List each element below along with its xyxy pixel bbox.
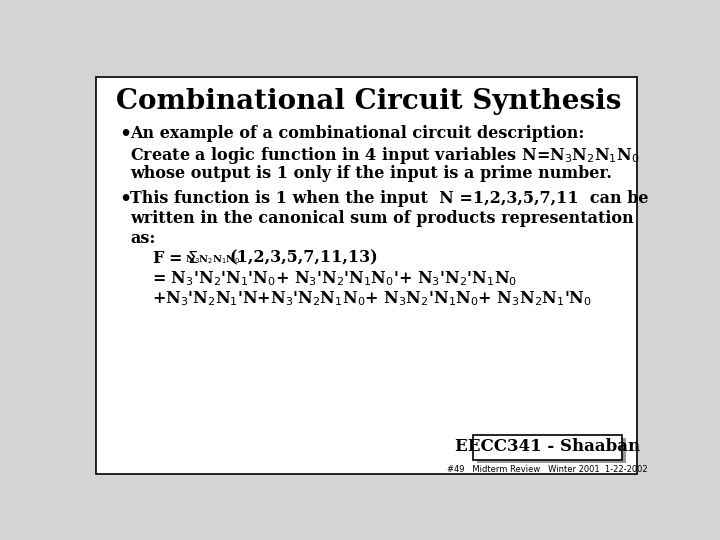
FancyBboxPatch shape: [477, 438, 626, 463]
Text: written in the canonical sum of products representation: written in the canonical sum of products…: [130, 210, 634, 227]
Text: This function is 1 when the input  N =1,2,3,5,7,11  can be: This function is 1 when the input N =1,2…: [130, 190, 649, 206]
FancyBboxPatch shape: [473, 435, 621, 460]
FancyBboxPatch shape: [96, 77, 637, 475]
Text: •: •: [120, 190, 132, 207]
Text: EECC341 - Shaaban: EECC341 - Shaaban: [455, 438, 640, 455]
Text: = N$_3$'N$_2$'N$_1$'N$_0$+ N$_3$'N$_2$'N$_1$N$_0$'+ N$_3$'N$_2$'N$_1$N$_0$: = N$_3$'N$_2$'N$_1$'N$_0$+ N$_3$'N$_2$'N…: [152, 269, 517, 288]
Text: (1,2,3,5,7,11,13): (1,2,3,5,7,11,13): [230, 249, 378, 267]
Text: •: •: [120, 125, 132, 143]
Text: F = $\Sigma$: F = $\Sigma$: [152, 249, 199, 267]
Text: N$_3$N$_2$N$_1$N$_0$: N$_3$N$_2$N$_1$N$_0$: [184, 253, 240, 266]
Text: #49   Midterm Review   Winter 2001  1-22-2002: #49 Midterm Review Winter 2001 1-22-2002: [447, 464, 647, 474]
Text: Combinational Circuit Synthesis: Combinational Circuit Synthesis: [117, 88, 621, 115]
Text: +N$_3$'N$_2$N$_1$'N+N$_3$'N$_2$N$_1$N$_0$+ N$_3$N$_2$'N$_1$N$_0$+ N$_3$N$_2$N$_1: +N$_3$'N$_2$N$_1$'N+N$_3$'N$_2$N$_1$N$_0…: [152, 289, 592, 308]
Text: whose output is 1 only if the input is a prime number.: whose output is 1 only if the input is a…: [130, 165, 612, 182]
Text: An example of a combinational circuit description:: An example of a combinational circuit de…: [130, 125, 585, 142]
Text: Create a logic function in 4 input variables N=N$_3$N$_2$N$_1$N$_0$: Create a logic function in 4 input varia…: [130, 145, 640, 166]
Text: as:: as:: [130, 230, 156, 247]
